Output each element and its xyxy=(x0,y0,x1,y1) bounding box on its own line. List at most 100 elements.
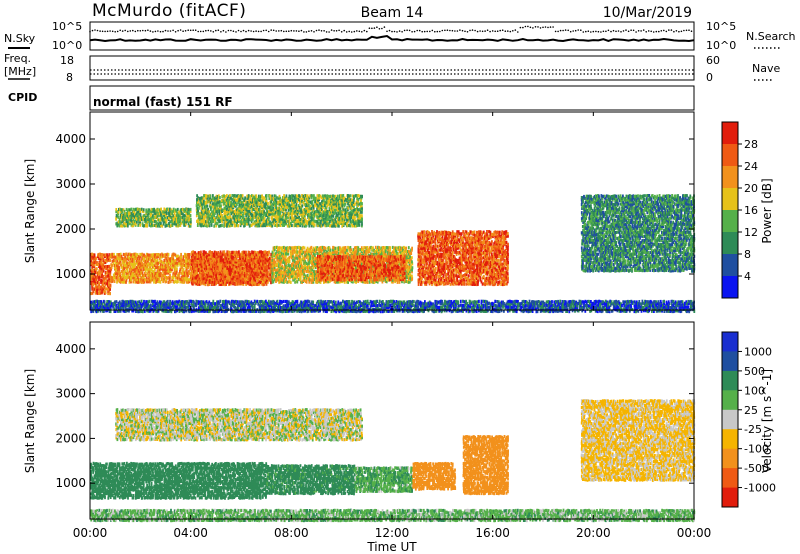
data-cell xyxy=(206,262,208,266)
data-cell xyxy=(218,282,221,286)
data-cell xyxy=(161,265,163,269)
data-cell xyxy=(223,273,225,277)
data-cell xyxy=(295,260,298,264)
data-cell xyxy=(216,266,218,271)
noise-search-point xyxy=(585,30,587,33)
noise-search-point xyxy=(215,29,217,32)
data-cell xyxy=(287,248,290,252)
data-cell xyxy=(132,253,135,257)
data-cell xyxy=(226,280,229,284)
data-cell xyxy=(251,276,254,280)
data-cell xyxy=(187,270,190,274)
data-cell xyxy=(185,263,188,267)
data-cell xyxy=(121,273,124,278)
data-cell xyxy=(192,253,194,257)
data-cell xyxy=(257,278,260,282)
data-cell xyxy=(407,246,410,250)
data-cell xyxy=(218,276,221,280)
data-cell xyxy=(224,277,227,281)
noise-search-point xyxy=(678,30,680,33)
data-cell xyxy=(243,274,246,278)
data-cell xyxy=(174,261,177,265)
data-cell xyxy=(165,253,168,257)
data-cell xyxy=(103,253,106,257)
data-cell xyxy=(293,268,295,272)
data-cell xyxy=(303,256,306,260)
data-cell xyxy=(284,268,286,272)
data-cell xyxy=(290,274,293,278)
data-cell xyxy=(270,276,272,280)
noise-search-point xyxy=(507,30,509,32)
data-cell xyxy=(278,264,280,268)
data-cell xyxy=(217,264,220,268)
data-cell xyxy=(141,265,144,269)
data-cell xyxy=(118,261,121,265)
data-cell xyxy=(174,265,177,269)
data-cell xyxy=(195,254,198,258)
data-cell xyxy=(269,261,272,265)
data-cell xyxy=(151,257,154,261)
data-cell xyxy=(205,254,207,259)
data-cell xyxy=(108,287,110,291)
data-cell xyxy=(126,273,129,277)
noise-search-point xyxy=(184,30,187,32)
data-cell xyxy=(273,248,276,252)
data-cell xyxy=(206,255,208,259)
data-cell xyxy=(124,255,126,259)
noise-search-point xyxy=(610,30,612,33)
data-cell xyxy=(191,266,193,271)
data-cell xyxy=(156,261,159,265)
noise-search-point xyxy=(247,29,250,32)
noise-search-point xyxy=(688,29,690,32)
data-cell xyxy=(205,272,208,276)
data-cell xyxy=(245,250,247,254)
data-cell xyxy=(305,277,308,282)
data-cell xyxy=(98,273,100,277)
data-cell xyxy=(389,246,392,250)
data-cell xyxy=(180,275,183,279)
data-cell xyxy=(265,260,268,264)
data-cell xyxy=(224,272,226,276)
data-cell xyxy=(334,280,337,284)
noise-search-point xyxy=(640,30,642,32)
data-cell xyxy=(95,256,98,260)
data-cell xyxy=(238,271,240,275)
freq-panel-frame xyxy=(89,55,695,81)
data-cell xyxy=(179,277,181,281)
noise-search-point xyxy=(675,30,678,32)
data-cell xyxy=(270,281,272,285)
noise-search-point xyxy=(436,30,439,33)
data-cell xyxy=(263,268,266,272)
data-cell xyxy=(241,266,244,270)
data-cell xyxy=(253,270,256,274)
data-cell xyxy=(286,252,289,256)
data-cell xyxy=(126,276,129,280)
data-cell xyxy=(299,252,301,256)
data-cell xyxy=(282,256,285,260)
data-cell xyxy=(97,271,99,275)
data-cell xyxy=(273,258,276,262)
noise-search-point xyxy=(313,31,315,33)
noise-search-point xyxy=(446,29,449,32)
data-cell xyxy=(202,256,204,260)
data-cell xyxy=(332,248,334,252)
noise-search-point xyxy=(368,27,371,30)
noise-search-point xyxy=(501,29,504,32)
data-cell xyxy=(249,280,252,284)
data-cell xyxy=(280,270,283,274)
cpid-panel: CPID normal (fast) 151 RF xyxy=(8,85,695,111)
data-cell xyxy=(184,252,186,256)
data-cell xyxy=(188,257,190,261)
data-cell xyxy=(411,260,413,264)
data-cell xyxy=(100,285,102,289)
data-cell xyxy=(124,263,126,268)
data-cell xyxy=(172,265,174,269)
data-cell xyxy=(239,272,241,277)
data-cell xyxy=(210,261,213,265)
data-cell xyxy=(140,267,142,271)
data-cell xyxy=(271,258,274,262)
data-cell xyxy=(228,260,231,264)
data-cell xyxy=(246,264,248,268)
data-cell xyxy=(254,263,257,267)
data-cell xyxy=(94,260,97,265)
